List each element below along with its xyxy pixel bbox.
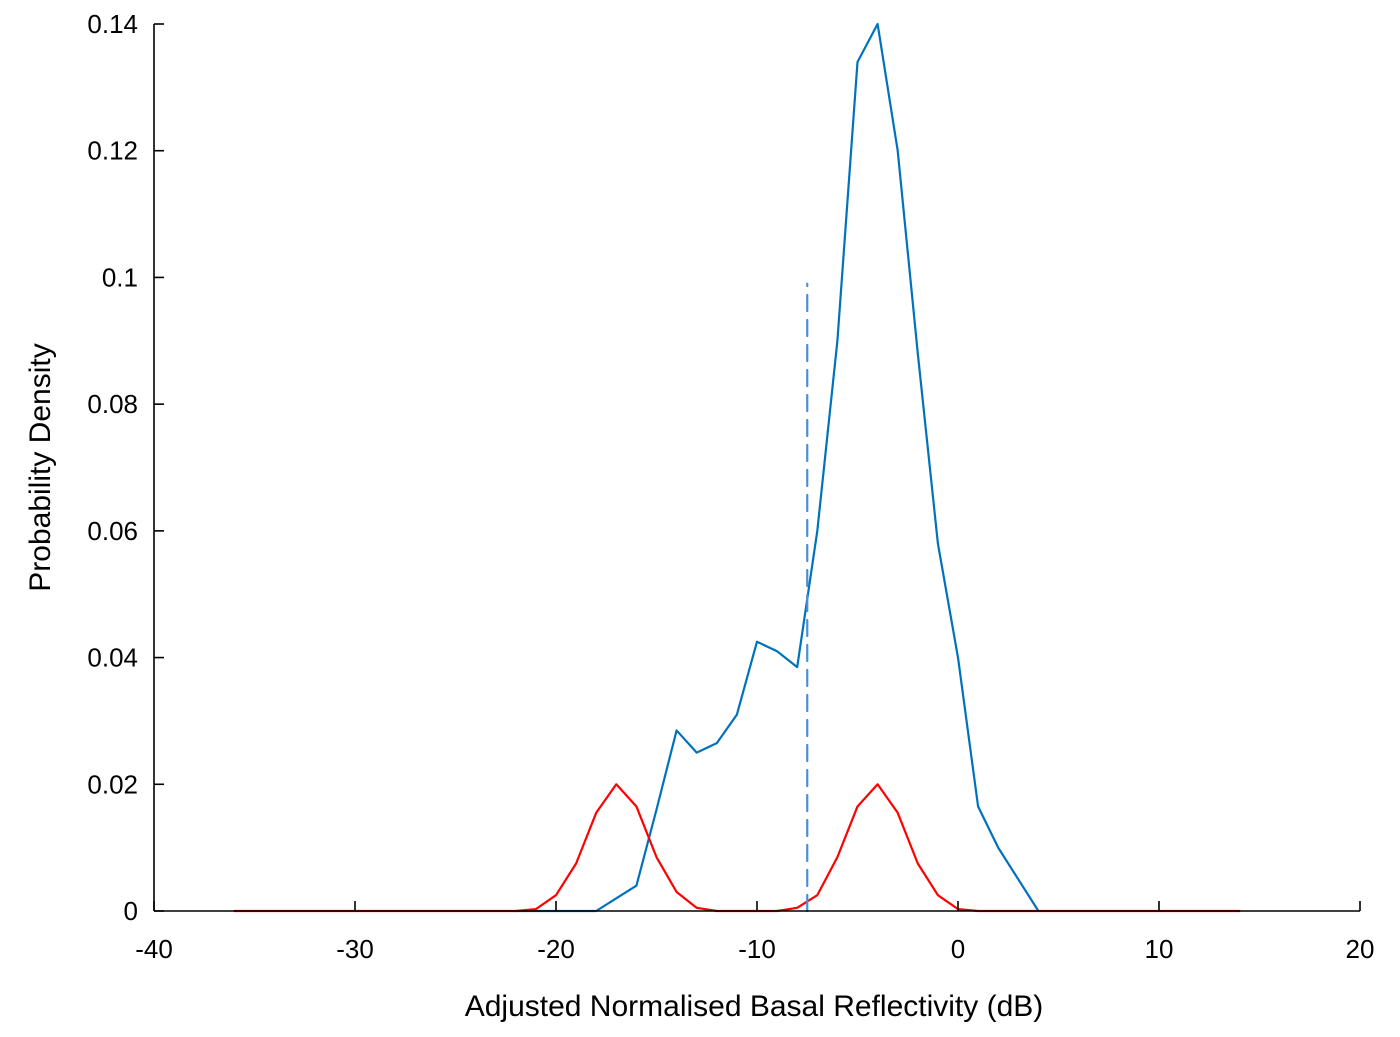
y-tick-label: 0.02 [87,769,138,799]
y-tick-label: 0.08 [87,389,138,419]
x-axis-title: Adjusted Normalised Basal Reflectivity (… [465,990,1044,1023]
y-tick-label: 0.12 [87,136,138,166]
y-tick-label: 0.04 [87,643,138,673]
x-tick-label: -30 [336,934,374,964]
y-axis-title: Probability Density [24,343,57,591]
y-tick-label: 0.06 [87,516,138,546]
y-tick-label: 0.14 [87,9,138,39]
axes-layer [153,24,1360,912]
series-line-1 [514,22,1040,913]
x-tick-label: 10 [1145,934,1174,964]
series-line-2 [233,783,1241,913]
x-tick-label: -10 [738,934,776,964]
y-ticks: 0 0.02 0.04 0.06 0.08 0.1 0.12 0.14 [87,9,164,926]
y-tick-label: 0 [124,896,138,926]
x-tick-label: -20 [537,934,575,964]
y-tick-label: 0.1 [102,262,138,292]
x-tick-label: -40 [135,934,173,964]
x-ticks: -40 -30 -20 -10 0 10 20 [135,901,1374,964]
x-tick-label: 0 [951,934,965,964]
series-layer [233,22,1241,913]
x-tick-label: 20 [1346,934,1375,964]
